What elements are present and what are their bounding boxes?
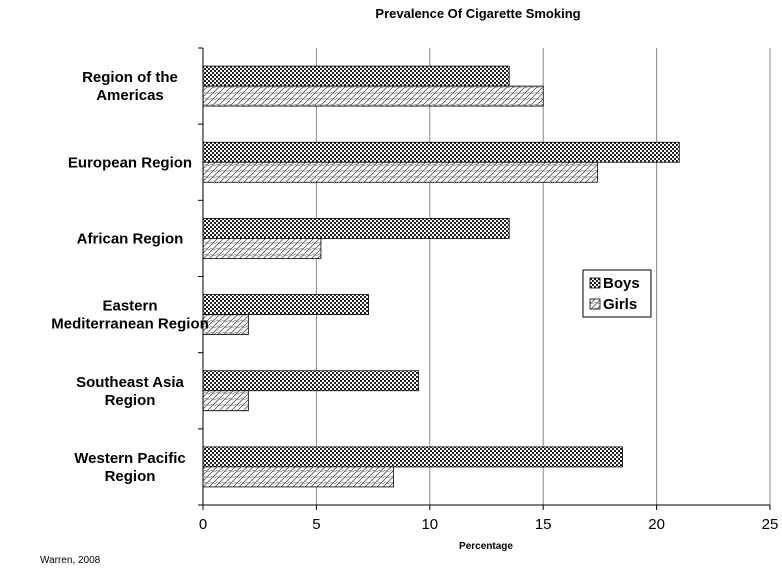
- legend-label-boys: Boys: [603, 275, 640, 292]
- category-label-line: Americas: [96, 87, 164, 104]
- x-tick-labels: 0 5 10 15 20 25: [199, 516, 779, 533]
- category-label-4: Southeast Asia Region: [76, 374, 184, 409]
- legend-swatch-boys: [589, 277, 601, 289]
- x-tick-label-25: 25: [762, 516, 779, 533]
- category-label-5: Western Pacific Region: [74, 450, 185, 485]
- bar-girls-0: [202, 85, 544, 107]
- category-label-3: Eastern Mediterranean Region: [51, 298, 209, 333]
- category-label-line: African Region: [77, 230, 184, 247]
- bar-boys-1: [202, 141, 680, 163]
- bar-boys-4: [202, 370, 419, 392]
- category-label-line: Region: [105, 468, 156, 485]
- legend: Boys Girls: [582, 269, 652, 318]
- chart-title: Prevalence Of Cigarette Smoking: [375, 6, 580, 21]
- x-axis-title: Percentage: [459, 541, 513, 552]
- bar-boys-3: [202, 294, 369, 315]
- bar-girls-4: [202, 390, 249, 412]
- category-labels: Region of the Americas European Region Afri…: [51, 69, 209, 485]
- bar-boys-2: [202, 218, 510, 239]
- x-tick-label-20: 20: [648, 516, 665, 533]
- category-label-line: Eastern: [102, 298, 157, 315]
- legend-swatch-girls: [589, 298, 601, 310]
- bar-girls-5: [202, 466, 394, 488]
- category-label-line: Region of the: [82, 69, 178, 86]
- axes: [198, 47, 771, 510]
- bar-boys-5: [202, 446, 623, 468]
- category-label-line: Western Pacific: [74, 450, 185, 467]
- gridlines: [315, 48, 771, 505]
- x-tick-label-10: 10: [421, 516, 438, 533]
- bars: [202, 65, 680, 488]
- category-label-1: European Region: [68, 154, 192, 171]
- bar-girls-1: [202, 161, 599, 183]
- bar-girls-3: [202, 314, 249, 335]
- category-label-line: Mediterranean Region: [51, 316, 209, 333]
- category-label-2: African Region: [77, 230, 184, 247]
- source-note: Warren, 2008: [40, 555, 101, 566]
- category-label-0: Region of the Americas: [82, 69, 178, 104]
- bar-boys-0: [202, 65, 510, 87]
- bar-girls-2: [202, 238, 322, 259]
- legend-label-girls: Girls: [603, 296, 637, 313]
- x-tick-label-0: 0: [199, 516, 207, 533]
- category-label-line: Southeast Asia: [76, 374, 184, 391]
- x-tick-label-15: 15: [535, 516, 552, 533]
- x-tick-label-5: 5: [312, 516, 320, 533]
- category-label-line: European Region: [68, 154, 192, 171]
- category-label-line: Region: [105, 392, 156, 409]
